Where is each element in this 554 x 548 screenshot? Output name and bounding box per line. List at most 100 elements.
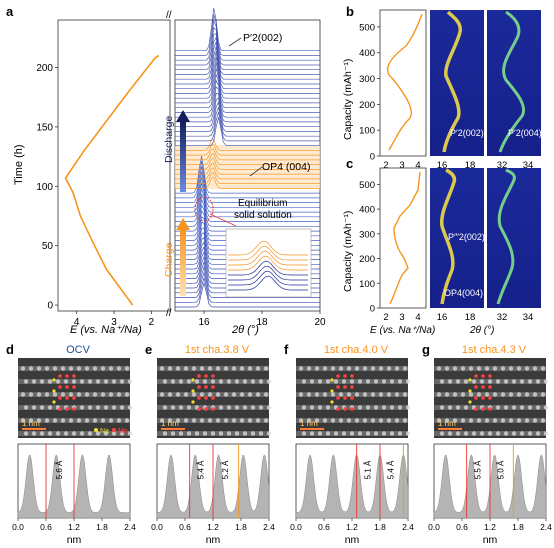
capacity-tick-label: 400 — [359, 48, 375, 59]
na-atom-marker — [468, 389, 472, 393]
profile-tick-label: 1.2 — [346, 522, 358, 532]
capacity-tick-label: 100 — [359, 279, 375, 290]
profile-tick-label: 2.4 — [124, 522, 136, 532]
panel-c-heatmap-trace-1 — [440, 168, 457, 305]
profile-tick-label: 0.0 — [290, 522, 302, 532]
voltage-tick-label: 2 — [383, 160, 388, 171]
voltage-tick-label: 3 — [399, 160, 404, 171]
capacity-tick-label: 0 — [370, 304, 375, 315]
xrd-pattern-line — [175, 56, 320, 94]
xrd-pattern-line — [175, 166, 320, 203]
mn-atom-marker — [488, 407, 492, 411]
panel-b-voltage-curve — [387, 13, 423, 151]
mn-atom-marker — [474, 374, 478, 378]
profile-tick-label: 0.6 — [318, 522, 330, 532]
annotation-op4-004: OP4 (004) — [262, 161, 310, 173]
xrd-xtick-label: 16 — [198, 317, 210, 328]
theta-tick-label: 18 — [465, 160, 476, 171]
a-xtick-label: 3 — [111, 317, 117, 328]
capacity-tick-label: 200 — [359, 254, 375, 265]
panel-letter-a: a — [6, 4, 14, 19]
mn-atom-marker — [343, 374, 347, 378]
na-atom-marker — [52, 400, 56, 404]
xrd-pattern-line — [175, 148, 320, 161]
xrd-pattern-line — [175, 272, 320, 298]
xrd-pattern-line — [175, 46, 320, 85]
scale-bar — [438, 428, 462, 430]
inset-pattern-line — [228, 270, 308, 286]
a-xtick-label: 2 — [149, 317, 155, 328]
panel-c-peak-label-1: P″′2(002) — [448, 232, 485, 242]
panel-c-voltage-curve — [389, 171, 421, 305]
capacity-tick-label: 200 — [359, 100, 375, 111]
na-atom-marker — [52, 389, 56, 393]
xrd-pattern-line — [175, 93, 320, 123]
na-atom-marker — [330, 389, 334, 393]
mn-atom-marker — [211, 374, 215, 378]
xrd-pattern-line — [175, 143, 320, 156]
voltage-tick-label: 4 — [415, 312, 420, 323]
inset-pattern-line — [228, 265, 308, 281]
mn-atom-marker — [204, 396, 208, 400]
panel-letter: f — [284, 342, 289, 357]
profile-tick-label: 2.4 — [263, 522, 275, 532]
stem-title: 1st cha.4.3 V — [462, 344, 527, 356]
mn-atom-marker — [481, 385, 485, 389]
mn-atom-marker — [343, 396, 347, 400]
mn-atom-marker — [350, 396, 354, 400]
mn-atom-marker — [488, 396, 492, 400]
mn-atom-marker — [211, 385, 215, 389]
scale-bar-label: 1 nm — [438, 419, 456, 428]
mn-atom-marker — [197, 385, 201, 389]
annotation-p2-002: P′2(002) — [243, 32, 282, 44]
xrd-xtick-label: 18 — [256, 317, 268, 328]
a-ytick-label: 0 — [47, 301, 53, 312]
mn-atom-marker — [481, 374, 485, 378]
theta-tick-label: 16 — [437, 160, 448, 171]
mn-atom-marker — [211, 396, 215, 400]
mn-atom-marker — [474, 407, 478, 411]
panel-a-xlabel-voltage: E (vs. Na⁺/Na) — [70, 324, 142, 336]
mn-atom-marker — [72, 407, 76, 411]
xrd-pattern-line — [175, 182, 320, 218]
xrd-pattern-line — [175, 101, 320, 132]
xrd-pattern-line — [175, 96, 320, 128]
inset-pattern-line — [228, 250, 308, 266]
mn-atom-marker — [481, 407, 485, 411]
distance-label: 5.1 Å — [363, 460, 372, 479]
profile-xlabel: nm — [67, 534, 82, 546]
profile-tick-label: 1.8 — [235, 522, 247, 532]
xrd-pattern-line — [175, 277, 320, 303]
xrd-pattern-line — [175, 32, 320, 71]
mn-atom-marker — [72, 396, 76, 400]
xrd-pattern-line — [175, 172, 320, 184]
mn-atom-marker — [204, 407, 208, 411]
xrd-pattern-line — [175, 176, 320, 189]
mn-atom-marker — [474, 396, 478, 400]
inset-pattern-line — [228, 255, 308, 271]
xrd-pattern-line — [175, 162, 320, 175]
profile-xlabel: nm — [483, 534, 498, 546]
a-ytick-label: 150 — [36, 122, 53, 133]
inset-pattern-line — [228, 245, 308, 261]
mn-atom-marker — [197, 407, 201, 411]
profile-tick-label: 0.0 — [12, 522, 24, 532]
stem-panel-g: g 1st cha.4.3 V 1 nm 5.5 Å 5.0 Å 0.0 0.6 1.2 1.8… — [422, 342, 552, 546]
profile-tick-label: 0.6 — [179, 522, 191, 532]
mn-atom-marker — [350, 407, 354, 411]
profile-xlabel: nm — [206, 534, 221, 546]
profile-tick-label: 0.0 — [428, 522, 440, 532]
distance-label: 5.5 Å — [473, 460, 482, 479]
distance-label: 5.2 Å — [221, 460, 230, 479]
annotation-equilibrium: Equilibrium — [238, 198, 287, 209]
mn-atom-marker — [72, 374, 76, 378]
xrd-pattern-line — [175, 138, 320, 151]
profile-tick-label: 1.2 — [68, 522, 80, 532]
na-atom-marker — [191, 389, 195, 393]
mn-atom-marker — [58, 374, 62, 378]
theta-tick-label: 34 — [523, 312, 534, 323]
panel-c-ylabel: Capacity (mAh⁻¹) — [342, 211, 354, 292]
mn-atom-marker — [204, 374, 208, 378]
mn-atom-marker — [197, 374, 201, 378]
